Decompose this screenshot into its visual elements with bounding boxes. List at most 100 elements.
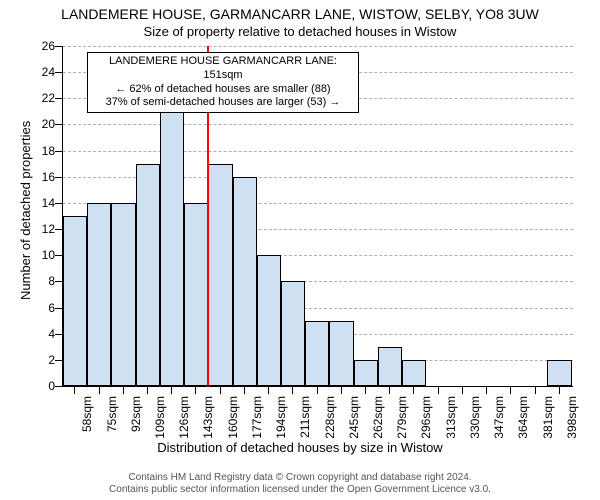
gridline <box>63 46 573 47</box>
x-tick-label: 364sqm <box>516 396 530 446</box>
y-tick <box>55 386 63 387</box>
x-tick-label: 313sqm <box>444 396 458 446</box>
histogram-bar <box>87 203 111 386</box>
x-tick-label: 109sqm <box>153 396 167 446</box>
x-tick <box>220 386 221 394</box>
y-tick-label: 24 <box>25 65 55 79</box>
x-tick <box>462 386 463 394</box>
y-tick-label: 22 <box>25 91 55 105</box>
gridline <box>63 124 573 125</box>
histogram-bar <box>305 321 329 386</box>
x-tick <box>195 386 196 394</box>
x-tick-label: 75sqm <box>105 396 119 446</box>
x-tick <box>123 386 124 394</box>
histogram-bar <box>402 360 426 386</box>
y-tick <box>55 281 63 282</box>
histogram-bar <box>257 255 281 386</box>
x-tick-label: 92sqm <box>129 396 143 446</box>
histogram-bar <box>281 281 305 386</box>
histogram-bar <box>329 321 353 386</box>
y-tick <box>55 334 63 335</box>
x-tick-label: 245sqm <box>347 396 361 446</box>
x-tick <box>413 386 414 394</box>
x-tick-label: 228sqm <box>323 396 337 446</box>
x-tick <box>486 386 487 394</box>
y-tick <box>55 229 63 230</box>
x-tick-label: 262sqm <box>371 396 385 446</box>
histogram-bar <box>63 216 87 386</box>
y-tick-label: 26 <box>25 39 55 53</box>
histogram-bar <box>136 164 160 386</box>
chart-subtitle: Size of property relative to detached ho… <box>0 24 600 39</box>
histogram-bar <box>378 347 402 386</box>
chart-title: LANDEMERE HOUSE, GARMANCARR LANE, WISTOW… <box>0 6 600 22</box>
x-tick <box>535 386 536 394</box>
x-tick-label: 126sqm <box>177 396 191 446</box>
x-tick-label: 194sqm <box>274 396 288 446</box>
x-tick <box>268 386 269 394</box>
y-tick-label: 10 <box>25 248 55 262</box>
x-tick <box>341 386 342 394</box>
y-tick-label: 18 <box>25 144 55 158</box>
y-tick <box>55 177 63 178</box>
x-tick <box>74 386 75 394</box>
x-tick <box>292 386 293 394</box>
y-tick <box>55 255 63 256</box>
y-tick <box>55 46 63 47</box>
y-tick <box>55 151 63 152</box>
x-tick-label: 211sqm <box>298 396 312 446</box>
x-tick-label: 398sqm <box>565 396 579 446</box>
x-tick-label: 330sqm <box>468 396 482 446</box>
histogram-bar <box>111 203 135 386</box>
y-tick <box>55 72 63 73</box>
y-tick <box>55 308 63 309</box>
y-tick-label: 20 <box>25 117 55 131</box>
y-tick-label: 0 <box>25 379 55 393</box>
histogram-bar <box>184 203 208 386</box>
x-tick-label: 143sqm <box>201 396 215 446</box>
x-tick <box>99 386 100 394</box>
x-tick-label: 177sqm <box>250 396 264 446</box>
gridline <box>63 151 573 152</box>
x-tick <box>438 386 439 394</box>
reference-annotation: LANDEMERE HOUSE GARMANCARR LANE: 151sqm … <box>87 52 359 113</box>
y-tick <box>55 124 63 125</box>
x-tick <box>147 386 148 394</box>
histogram-bar <box>547 360 571 386</box>
x-tick-label: 347sqm <box>492 396 506 446</box>
x-tick-label: 296sqm <box>419 396 433 446</box>
footer-line1: Contains HM Land Registry data © Crown c… <box>0 472 600 484</box>
y-tick-label: 12 <box>25 222 55 236</box>
y-tick-label: 14 <box>25 196 55 210</box>
x-tick <box>365 386 366 394</box>
y-tick-label: 8 <box>25 274 55 288</box>
x-tick-label: 160sqm <box>226 396 240 446</box>
x-tick <box>317 386 318 394</box>
annotation-line1: LANDEMERE HOUSE GARMANCARR LANE: 151sqm <box>92 55 354 83</box>
x-tick-label: 279sqm <box>395 396 409 446</box>
histogram-bar <box>160 98 184 386</box>
y-tick-label: 6 <box>25 301 55 315</box>
y-tick <box>55 203 63 204</box>
annotation-line3: 37% of semi-detached houses are larger (… <box>92 96 354 110</box>
histogram-bar <box>208 164 232 386</box>
x-tick <box>510 386 511 394</box>
x-tick <box>171 386 172 394</box>
histogram-bar <box>354 360 378 386</box>
histogram-bar <box>233 177 257 386</box>
y-tick-label: 4 <box>25 327 55 341</box>
x-axis-label: Distribution of detached houses by size … <box>0 440 600 455</box>
y-tick-label: 2 <box>25 353 55 367</box>
x-tick <box>559 386 560 394</box>
y-tick <box>55 360 63 361</box>
x-tick-label: 58sqm <box>80 396 94 446</box>
footer-attribution: Contains HM Land Registry data © Crown c… <box>0 472 600 496</box>
x-tick <box>389 386 390 394</box>
y-tick-label: 16 <box>25 170 55 184</box>
x-tick-label: 381sqm <box>541 396 555 446</box>
footer-line2: Contains public sector information licen… <box>0 484 600 496</box>
histogram-plot: 02468101214161820222426 LANDEMERE HOUSE … <box>62 46 573 387</box>
y-tick <box>55 98 63 99</box>
annotation-line2: ← 62% of detached houses are smaller (88… <box>92 83 354 97</box>
x-tick <box>244 386 245 394</box>
